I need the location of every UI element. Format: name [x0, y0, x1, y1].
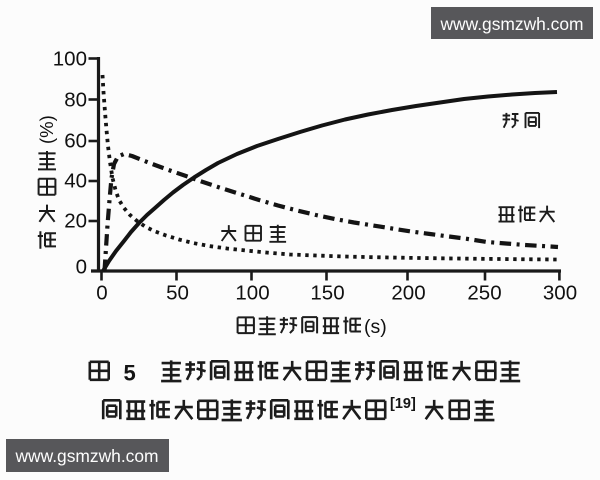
svg-text:(s): (s) [364, 316, 387, 338]
svg-text:www.gsmzwh.com: www.gsmzwh.com [14, 446, 158, 466]
svg-text:50: 50 [166, 282, 189, 305]
svg-text:80: 80 [64, 89, 87, 112]
svg-text:300: 300 [543, 282, 577, 305]
svg-text:0: 0 [76, 256, 87, 279]
svg-text:250: 250 [467, 282, 501, 305]
svg-text:200: 200 [391, 282, 425, 305]
svg-text:60: 60 [64, 130, 87, 153]
svg-text:100: 100 [235, 282, 269, 305]
svg-text:www.gsmzwh.com: www.gsmzwh.com [439, 14, 583, 34]
svg-text:0: 0 [96, 282, 107, 305]
svg-text:5: 5 [124, 361, 136, 386]
svg-text:(%): (%) [36, 115, 57, 144]
svg-text:100: 100 [53, 48, 87, 71]
svg-text:40: 40 [64, 170, 87, 193]
svg-text:150: 150 [310, 282, 344, 305]
svg-text:20: 20 [64, 210, 87, 233]
svg-text:[19]: [19] [390, 396, 416, 412]
